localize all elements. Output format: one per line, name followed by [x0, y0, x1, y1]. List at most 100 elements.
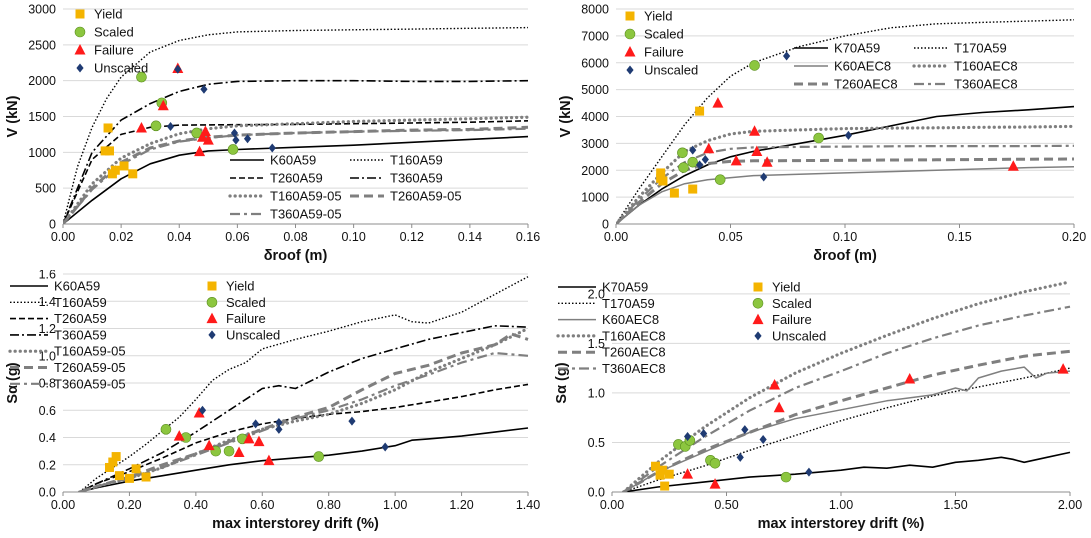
legend-yield-swatch: [753, 282, 763, 292]
unscaled-marker: [243, 134, 252, 144]
y-tick-label: 0.6: [39, 404, 56, 418]
legend-failure-swatch: [206, 312, 218, 324]
series-line-t260aec8: [616, 157, 1075, 224]
x-tick-label: 0.60: [250, 498, 274, 512]
yield-marker: [128, 169, 138, 179]
legend-label-t360a59-05: T360A59-05: [54, 376, 126, 391]
yield-marker: [658, 176, 668, 186]
y-tick-label: 2000: [28, 74, 56, 88]
failure-marker: [233, 446, 245, 457]
x-tick-label: 0.02: [109, 230, 133, 244]
unscaled-marker: [200, 84, 208, 94]
unscaled-marker: [232, 135, 240, 145]
legend-unscaled-label: Unscaled: [772, 328, 826, 343]
unscaled-marker: [275, 418, 283, 428]
yield-marker: [105, 462, 114, 472]
scaled-marker: [150, 120, 162, 132]
x-tick-label: 0.50: [714, 498, 738, 512]
failure-marker: [203, 439, 215, 451]
failure-marker: [712, 97, 724, 108]
legend-label-t260aec8: T260AEC8: [834, 77, 898, 92]
legend-scaled-label: Scaled: [226, 295, 266, 310]
y-tick-label: 7000: [581, 29, 609, 43]
legend-label-t260a59: T260A59: [270, 171, 323, 186]
legend-label-k60aec8: K60AEC8: [602, 312, 659, 327]
y-tick-label: 500: [35, 182, 56, 196]
legend-label-t160a59-05: T160A59-05: [270, 189, 342, 204]
legend-failure-label: Failure: [226, 311, 266, 326]
yield-marker: [688, 184, 698, 194]
x-tick-label: 1.20: [449, 498, 473, 512]
legend-label-t260a59-05: T260A59-05: [390, 189, 462, 204]
legend-yield-label: Yield: [772, 280, 800, 295]
x-tick-label: 0.08: [283, 230, 307, 244]
failure-marker: [173, 430, 185, 441]
series-group: [616, 19, 1076, 224]
legend-label-k60a59: K60A59: [270, 153, 316, 168]
x-tick-label: 0.12: [400, 230, 424, 244]
series-line-t160a59: [63, 26, 529, 224]
legend-failure-swatch: [74, 44, 86, 55]
x-tick-label: 1.50: [943, 498, 967, 512]
series-line-t360a59: [79, 325, 529, 492]
yield-marker: [141, 472, 151, 482]
unscaled-marker: [348, 416, 356, 426]
x-tick-label: 0.00: [51, 498, 75, 512]
y-tick-label: 1.4: [39, 295, 56, 309]
unscaled-marker: [381, 442, 389, 452]
legend-unscaled-label: Unscaled: [226, 327, 280, 342]
yield-marker: [660, 481, 670, 491]
x-tick-label: 1.40: [516, 498, 540, 512]
legend-scaled-swatch: [206, 296, 218, 308]
unscaled-marker: [683, 432, 692, 442]
y-tick-label: 0.0: [588, 486, 605, 500]
scaled-marker: [223, 445, 235, 457]
series-line-t260a59-05: [79, 332, 529, 492]
y-tick-label: 0.5: [588, 436, 605, 450]
y-tick-label: 2500: [28, 38, 56, 52]
y-tick-label: 1.0: [39, 349, 56, 363]
x-tick-label: 0.10: [341, 230, 365, 244]
y-tick-label: 1.6: [39, 270, 56, 282]
unscaled-marker: [275, 424, 283, 434]
series-line-t160aec8: [616, 124, 1076, 224]
scaled-marker: [227, 144, 239, 155]
series-line-t160a59-05: [78, 326, 530, 492]
scaled-marker: [813, 132, 824, 144]
unscaled-marker: [230, 128, 239, 138]
legend-yield-label: Yield: [644, 9, 672, 24]
series-line-k70a59: [616, 105, 1075, 224]
x-tick-label: 0.80: [317, 498, 341, 512]
yield-marker: [119, 161, 129, 171]
legend-label-t160aec8: T160AEC8: [954, 59, 1018, 74]
legend-label-t260a59-05: T260A59-05: [54, 360, 126, 375]
failure-marker: [202, 134, 214, 145]
chart-panel-bottom-right: 0.00 0.50 1.00 1.50 2.00 0.0 0.5 1.0 1.5 2.0 Sα (g…: [554, 280, 1082, 533]
y-tick-label: 0: [49, 218, 56, 232]
x-axis-label: max interstorey drift (%): [758, 516, 925, 532]
legend-label-t160aec8: T160AEC8: [602, 328, 666, 343]
failure-marker: [194, 145, 206, 157]
x-tick-label: 0.15: [947, 230, 971, 244]
series-line-t360a59-05: [79, 351, 529, 492]
unscaled-marker: [741, 425, 749, 435]
y-tick-label: 8000: [581, 3, 609, 17]
y-axis-label: Sα (g): [554, 362, 570, 403]
series-line-t170a59: [623, 367, 1071, 492]
y-axis-label: V (kN): [5, 95, 21, 137]
yield-marker: [105, 146, 114, 156]
legend-scaled-swatch: [74, 26, 86, 38]
unscaled-marker: [760, 172, 768, 182]
yield-marker: [114, 471, 124, 481]
yield-marker: [657, 465, 667, 475]
y-tick-label: 0.2: [39, 458, 56, 472]
failure-marker: [1007, 160, 1019, 171]
legend-yield-swatch: [75, 9, 85, 19]
x-axis-label: δroof (m): [813, 248, 877, 264]
scaled-marker: [780, 471, 792, 483]
failure-marker: [761, 156, 773, 167]
failure-marker: [135, 121, 147, 133]
legend-failure-label: Failure: [644, 45, 684, 60]
failure-marker: [904, 373, 916, 384]
legend-label-t160a59-05: T160A59-05: [54, 344, 126, 359]
